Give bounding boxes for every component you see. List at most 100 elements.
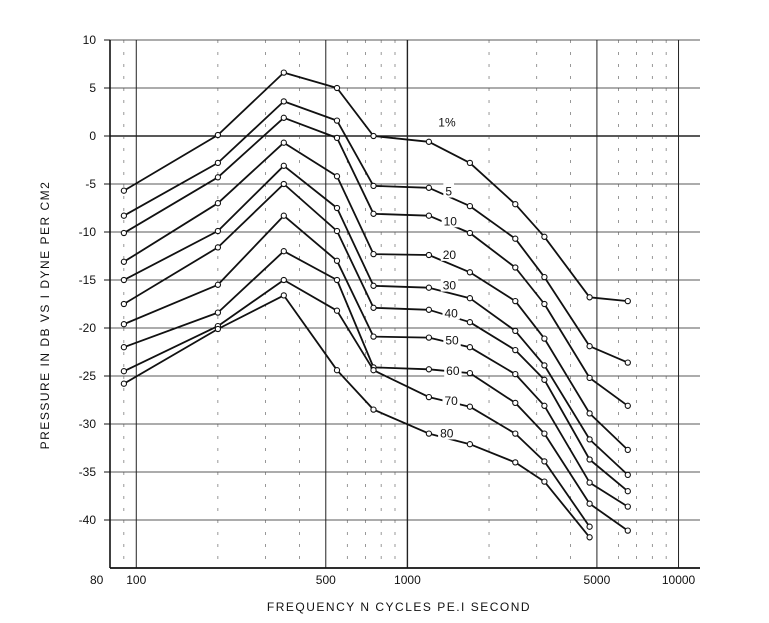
y-tick-label: 5 — [89, 81, 96, 95]
series-label: 5 — [445, 185, 452, 199]
data-point — [512, 264, 519, 271]
data-point — [586, 374, 593, 382]
x-tick-label: 100 — [126, 573, 146, 587]
data-point — [120, 300, 128, 308]
data-point — [425, 284, 433, 291]
y-tick-label: -15 — [79, 273, 97, 287]
data-point — [333, 276, 341, 284]
x-tick-label: 5000 — [584, 573, 611, 587]
data-point — [541, 402, 548, 409]
data-point — [280, 212, 287, 219]
data-point — [370, 406, 377, 413]
data-point — [466, 344, 474, 351]
data-point — [512, 235, 519, 242]
data-point — [280, 180, 287, 188]
series-label: 30 — [443, 279, 457, 293]
data-point — [370, 282, 377, 289]
data-point — [425, 334, 433, 341]
data-point — [466, 441, 474, 448]
data-point — [370, 304, 377, 311]
series-label-background — [440, 246, 459, 261]
data-point — [512, 459, 519, 466]
data-point — [214, 309, 222, 316]
data-point — [214, 200, 222, 207]
data-point — [466, 159, 474, 167]
grid-layer — [109, 39, 700, 569]
data-point — [586, 294, 593, 301]
data-point — [624, 402, 631, 409]
y-tick-label: -30 — [79, 417, 97, 431]
data-point — [541, 335, 548, 342]
data-point — [333, 257, 341, 264]
series-label: 20 — [443, 248, 457, 262]
data-point — [214, 227, 222, 235]
data-point — [214, 244, 222, 251]
data-point — [370, 367, 377, 374]
series-label-background — [442, 305, 460, 320]
data-point — [624, 488, 631, 495]
data-point — [120, 276, 128, 284]
data-point — [214, 325, 222, 333]
data-point — [370, 250, 377, 258]
data-point — [370, 210, 377, 217]
data-point — [333, 134, 341, 142]
series-label-background — [441, 213, 460, 228]
x-tick-label: 500 — [316, 573, 336, 587]
series-label-background — [436, 114, 458, 129]
data-point — [370, 333, 377, 340]
series-line — [123, 294, 591, 538]
series-label-background — [443, 183, 455, 198]
y-tick-label: -5 — [85, 177, 96, 191]
data-point — [512, 399, 519, 407]
data-point — [466, 403, 474, 410]
data-point — [280, 114, 287, 121]
data-point — [586, 436, 593, 443]
data-point — [333, 367, 341, 374]
data-point — [333, 173, 341, 180]
y-tick-label: 0 — [89, 129, 96, 143]
data-point — [425, 393, 433, 401]
data-point — [425, 306, 433, 313]
series-label: 80 — [440, 426, 454, 440]
data-point — [512, 370, 519, 378]
data-point — [624, 297, 631, 305]
y-tick-label: -35 — [79, 465, 97, 479]
data-point — [466, 269, 474, 276]
data-point — [280, 162, 287, 169]
series-label-background — [438, 425, 456, 440]
data-point — [120, 380, 128, 387]
data-point — [624, 359, 631, 366]
x-axis-label: FREQUENCY N CYCLES PE.I SECOND — [267, 600, 531, 614]
data-point — [333, 117, 341, 124]
series-label-background — [444, 363, 462, 378]
data-point — [586, 523, 593, 530]
data-point — [586, 534, 593, 541]
data-point — [541, 430, 548, 437]
data-point — [541, 362, 548, 369]
data-point — [466, 295, 474, 302]
data-point — [280, 139, 287, 146]
data-point — [370, 132, 377, 140]
data-point — [214, 174, 222, 181]
data-point — [280, 292, 287, 299]
data-point — [333, 307, 341, 314]
series-label: 1% — [438, 115, 456, 129]
data-point — [466, 319, 474, 326]
data-point — [586, 479, 593, 486]
y-tick-label: 10 — [83, 33, 97, 47]
data-point — [512, 430, 519, 437]
data-point — [120, 229, 128, 237]
data-point — [214, 281, 222, 288]
data-point — [541, 376, 548, 383]
data-point — [280, 98, 287, 105]
data-point — [541, 233, 548, 240]
data-point — [541, 300, 548, 308]
data-point — [624, 446, 631, 454]
data-point — [280, 276, 287, 284]
series-label: 70 — [444, 394, 458, 408]
series-line — [123, 116, 629, 407]
x-tick-label: 10000 — [662, 573, 696, 587]
data-point — [541, 478, 548, 485]
